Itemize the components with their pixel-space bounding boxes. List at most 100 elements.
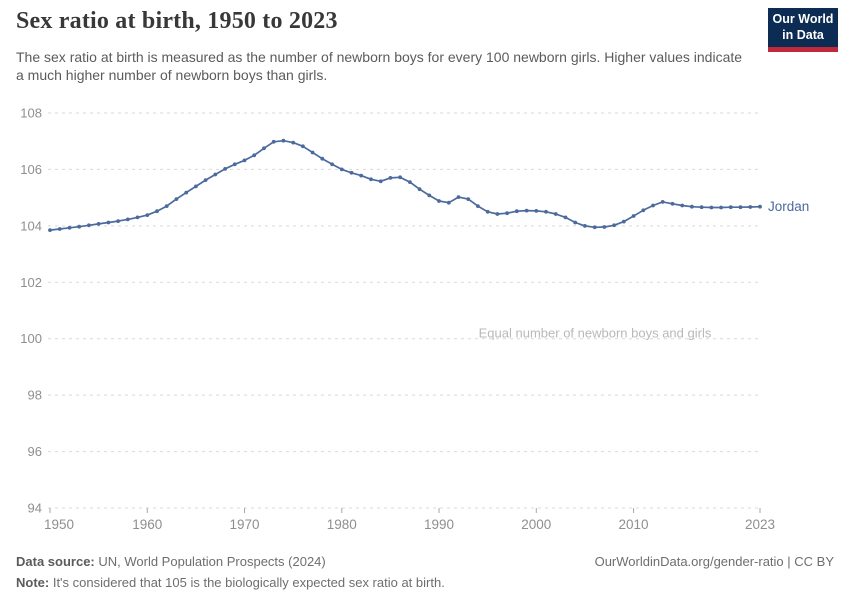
data-point[interactable]: [203, 178, 208, 183]
data-point[interactable]: [670, 201, 675, 206]
data-point[interactable]: [728, 205, 733, 210]
y-axis-tick-label: 108: [20, 106, 42, 121]
x-axis-tick-label: 1980: [327, 517, 357, 532]
data-point[interactable]: [330, 162, 334, 167]
data-point[interactable]: [563, 215, 568, 220]
data-point[interactable]: [320, 156, 325, 161]
data-point[interactable]: [573, 220, 578, 225]
data-point[interactable]: [621, 219, 626, 224]
data-point[interactable]: [417, 187, 422, 192]
data-point[interactable]: [495, 212, 500, 216]
data-point[interactable]: [738, 205, 743, 210]
data-point[interactable]: [174, 197, 179, 202]
entity-label[interactable]: Jordan: [768, 199, 809, 214]
data-point[interactable]: [116, 219, 120, 224]
data-point[interactable]: [262, 146, 266, 151]
x-axis-tick-label: 2010: [619, 517, 649, 532]
note-line: Note: It's considered that 105 is the bi…: [16, 575, 834, 590]
data-point[interactable]: [48, 228, 52, 233]
data-point[interactable]: [583, 224, 587, 228]
data-point[interactable]: [96, 222, 101, 226]
data-point[interactable]: [106, 220, 111, 225]
series-line[interactable]: [49, 139, 761, 231]
data-point[interactable]: [680, 203, 685, 208]
x-axis-tick-label: 1970: [229, 517, 259, 532]
data-point[interactable]: [505, 211, 509, 216]
data-point[interactable]: [194, 184, 198, 189]
data-point[interactable]: [349, 170, 354, 175]
data-point[interactable]: [466, 197, 471, 202]
data-point[interactable]: [184, 190, 189, 195]
data-point[interactable]: [310, 150, 315, 155]
data-point[interactable]: [427, 193, 432, 198]
equal-ratio-annotation: Equal number of newborn boys and girls: [479, 326, 712, 341]
data-point[interactable]: [67, 225, 72, 230]
chart-footer: Data source: UN, World Population Prospe…: [16, 554, 834, 590]
data-point[interactable]: [57, 227, 62, 231]
data-point[interactable]: [719, 205, 723, 210]
data-point[interactable]: [398, 175, 402, 180]
data-point[interactable]: [145, 213, 150, 218]
data-point[interactable]: [748, 205, 753, 209]
data-point[interactable]: [242, 158, 247, 163]
data-source-label: Data source:: [16, 554, 95, 569]
data-point[interactable]: [602, 225, 607, 229]
data-point[interactable]: [709, 205, 714, 210]
data-point[interactable]: [135, 215, 140, 220]
data-point[interactable]: [456, 195, 461, 200]
chart-title: Sex ratio at birth, 1950 to 2023: [16, 8, 338, 34]
license-link[interactable]: OurWorldinData.org/gender-ratio | CC BY: [594, 554, 834, 569]
data-point[interactable]: [651, 203, 655, 208]
data-source-line: Data source: UN, World Population Prospe…: [16, 554, 326, 569]
data-point[interactable]: [252, 153, 257, 158]
data-point[interactable]: [339, 167, 344, 172]
y-axis-tick-label: 102: [20, 275, 42, 290]
y-axis-tick-label: 98: [28, 388, 42, 403]
y-axis-tick-label: 94: [28, 501, 42, 516]
data-point[interactable]: [213, 172, 218, 177]
owid-logo[interactable]: Our World in Data: [768, 8, 838, 52]
data-point[interactable]: [125, 217, 130, 222]
data-point[interactable]: [223, 167, 228, 171]
data-point[interactable]: [301, 144, 305, 149]
data-point[interactable]: [553, 212, 558, 216]
data-point[interactable]: [758, 204, 762, 209]
owid-logo-line2: in Data: [782, 27, 824, 42]
data-point[interactable]: [524, 208, 529, 213]
data-point[interactable]: [271, 139, 276, 144]
note-label: Note:: [16, 575, 50, 590]
data-point[interactable]: [544, 209, 548, 214]
owid-logo-line1: Our World: [772, 12, 834, 27]
data-point[interactable]: [291, 140, 296, 145]
data-point[interactable]: [87, 223, 91, 228]
data-point[interactable]: [155, 209, 159, 214]
data-point[interactable]: [699, 205, 704, 210]
data-point[interactable]: [378, 179, 383, 184]
data-point[interactable]: [281, 138, 286, 143]
data-point[interactable]: [369, 177, 373, 182]
data-point[interactable]: [592, 225, 597, 230]
data-point[interactable]: [437, 199, 441, 203]
data-point[interactable]: [359, 173, 364, 178]
data-point[interactable]: [446, 200, 451, 205]
data-point[interactable]: [514, 209, 519, 214]
x-axis-tick-label: 1950: [44, 517, 74, 532]
data-point[interactable]: [485, 209, 490, 214]
data-point[interactable]: [612, 223, 616, 228]
data-point[interactable]: [641, 208, 646, 213]
data-point[interactable]: [164, 204, 169, 209]
data-source-text: UN, World Population Prospects (2024): [94, 554, 326, 569]
data-point[interactable]: [534, 209, 539, 213]
data-point[interactable]: [690, 204, 694, 209]
x-axis-tick-label: 1960: [132, 517, 162, 532]
data-point[interactable]: [77, 224, 82, 229]
data-point[interactable]: [388, 176, 393, 180]
data-point[interactable]: [660, 200, 665, 204]
data-point[interactable]: [631, 214, 636, 218]
data-point[interactable]: [232, 162, 237, 167]
data-point[interactable]: [476, 204, 480, 209]
data-point[interactable]: [408, 180, 412, 185]
note-text: It's considered that 105 is the biologic…: [49, 575, 445, 590]
